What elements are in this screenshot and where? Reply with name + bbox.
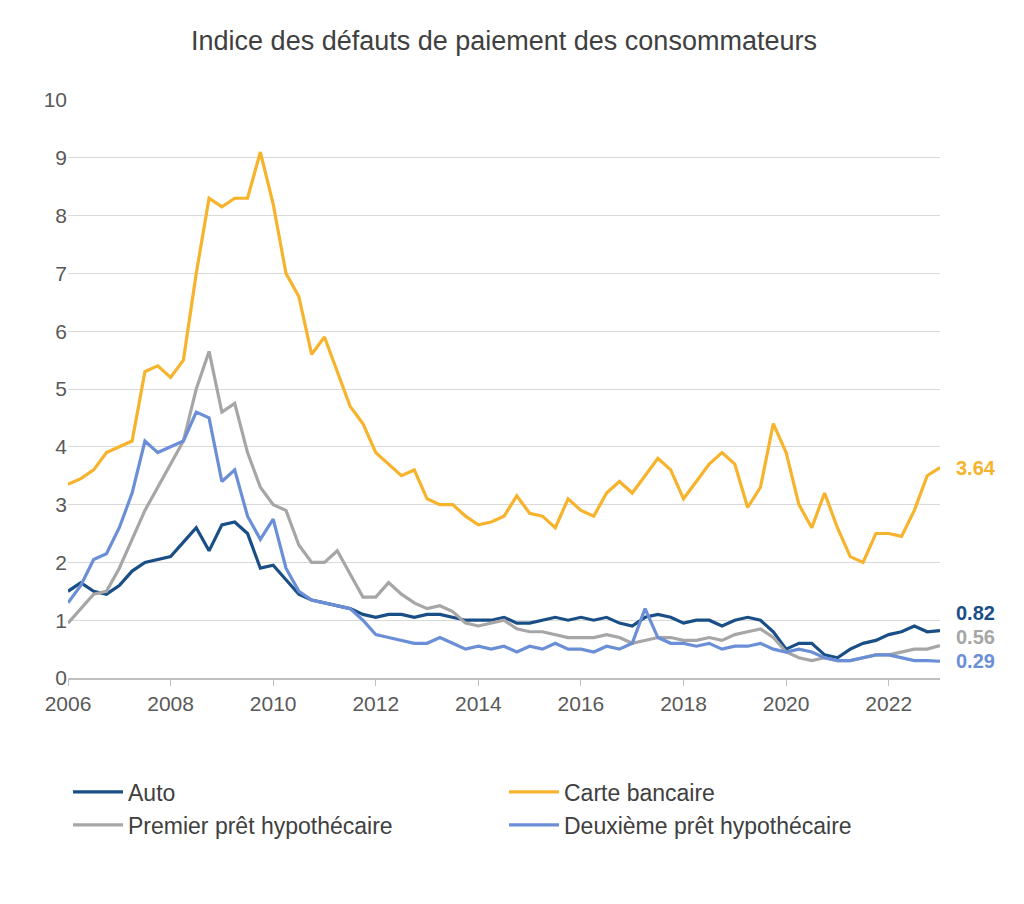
svg-text:0.56: 0.56 [956,626,995,648]
svg-text:Deuxième prêt hypothécaire: Deuxième prêt hypothécaire [564,813,852,839]
svg-text:8: 8 [55,204,67,227]
svg-text:Carte bancaire: Carte bancaire [564,780,715,806]
svg-text:Auto: Auto [128,780,175,806]
svg-text:7: 7 [55,262,67,285]
svg-text:2008: 2008 [147,692,194,715]
svg-text:2022: 2022 [865,692,912,715]
svg-text:1: 1 [55,609,67,632]
svg-text:6: 6 [55,320,67,343]
svg-text:10: 10 [44,88,67,111]
svg-text:3: 3 [55,493,67,516]
svg-text:4: 4 [55,435,67,458]
svg-text:2016: 2016 [558,692,605,715]
svg-text:2018: 2018 [660,692,707,715]
svg-text:2006: 2006 [45,692,92,715]
svg-text:0.29: 0.29 [956,650,995,672]
svg-text:Indice des défauts de paiement: Indice des défauts de paiement des conso… [191,26,817,56]
svg-text:0.82: 0.82 [956,602,995,624]
svg-text:2020: 2020 [763,692,810,715]
svg-text:Premier prêt hypothécaire: Premier prêt hypothécaire [128,813,393,839]
svg-text:2012: 2012 [352,692,399,715]
svg-text:2010: 2010 [250,692,297,715]
svg-text:3.64: 3.64 [956,457,996,479]
svg-text:2: 2 [55,551,67,574]
svg-text:0: 0 [55,666,67,689]
svg-text:9: 9 [55,146,67,169]
svg-text:5: 5 [55,377,67,400]
svg-text:2014: 2014 [455,692,502,715]
